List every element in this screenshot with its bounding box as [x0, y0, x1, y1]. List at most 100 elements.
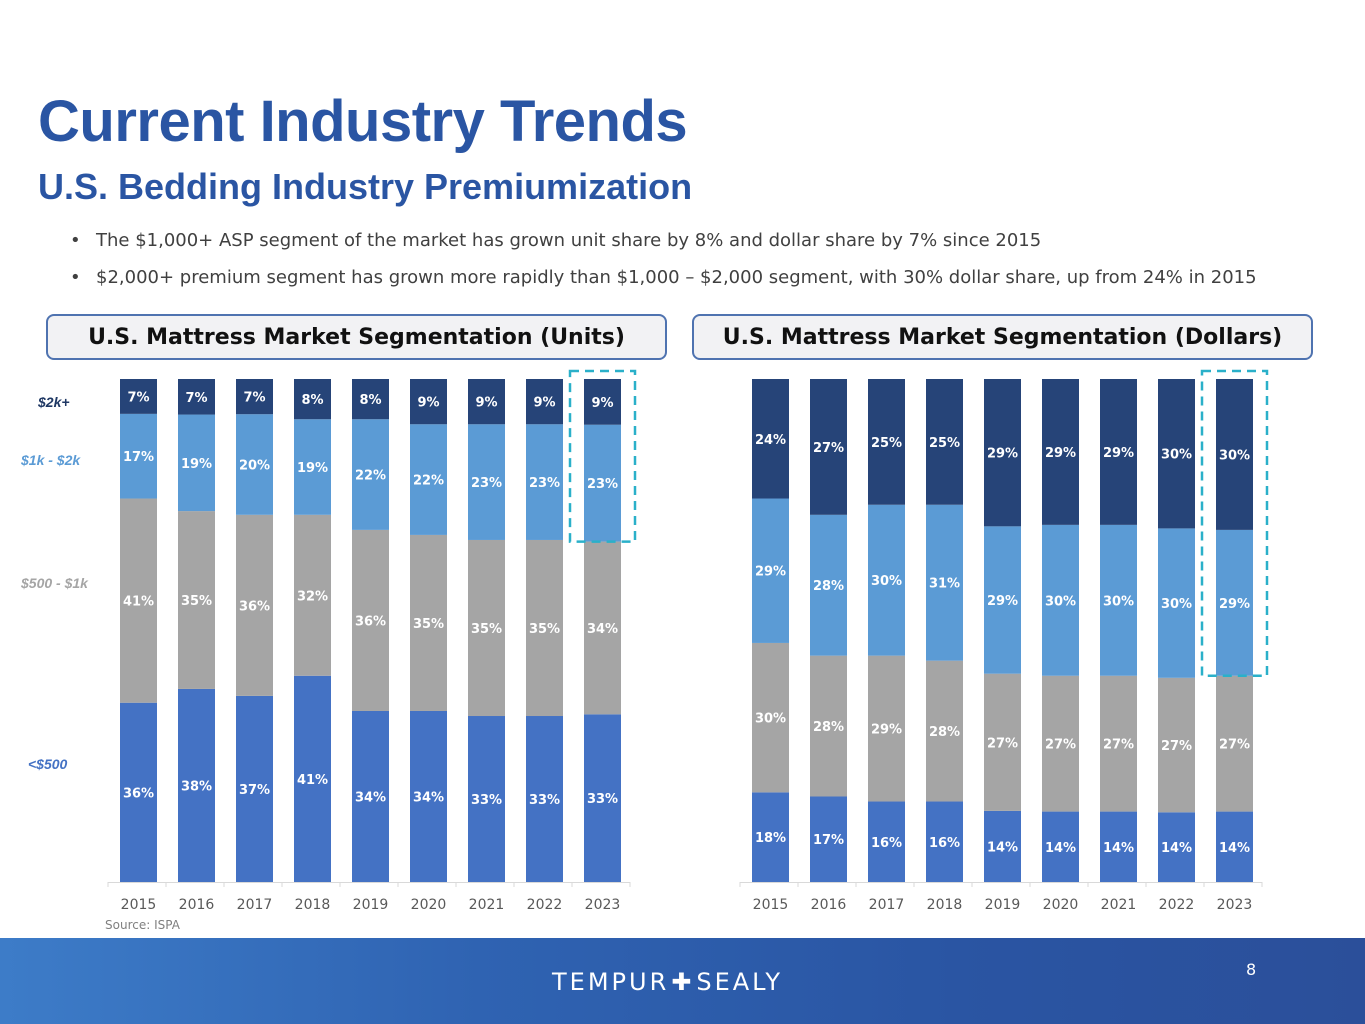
bar-segment--2k--2016 [810, 379, 847, 515]
x-tick-label-2017: 2017 [869, 897, 905, 913]
bar-segment--1k-2k-2019 [352, 419, 389, 530]
bar-segment--2k--2019 [352, 379, 389, 420]
data-label: 22% [413, 474, 444, 489]
bar-segment--1k-2k-2020 [410, 424, 447, 535]
bullet-icon: • [70, 230, 81, 251]
data-label: 41% [297, 773, 328, 788]
x-tick-label-2020: 2020 [411, 897, 447, 913]
data-label: 18% [755, 831, 786, 846]
data-label: 30% [1161, 597, 1192, 612]
bar-segment--500-2016 [810, 796, 847, 882]
x-tick-label-2018: 2018 [927, 897, 963, 913]
x-tick-label-2022: 2022 [1159, 897, 1195, 913]
data-label: 34% [355, 790, 386, 805]
data-label: 27% [1045, 738, 1076, 753]
data-label: 29% [1045, 446, 1076, 461]
data-label: 27% [1103, 738, 1134, 753]
bar-segment--1k-2k-2019 [984, 526, 1021, 674]
bar-segment--1k-2k-2015 [752, 498, 789, 643]
data-label: 27% [987, 736, 1018, 751]
bar-segment--500-1k-2022 [1158, 677, 1195, 813]
bar-segment--500-1k-2016 [178, 511, 215, 689]
bar-segment--500-1k-2023 [1216, 675, 1253, 812]
bullet-list: • The $1,000+ ASP segment of the market h… [70, 222, 1257, 296]
bar-segment--500-1k-2019 [352, 529, 389, 711]
x-tick-label-2021: 2021 [469, 897, 505, 913]
bar-segment--500-1k-2015 [120, 498, 157, 703]
bar-segment--500-2020 [1042, 811, 1079, 882]
data-label: 14% [1103, 841, 1134, 856]
bar-segment--2k--2015 [752, 379, 789, 499]
highlight-box [568, 369, 637, 543]
slide-subtitle: U.S. Bedding Industry Premiumization [38, 166, 693, 207]
data-label: 33% [529, 793, 560, 808]
bar-segment--500-1k-2021 [1100, 675, 1137, 812]
dollars-chart-title: U.S. Mattress Market Segmentation (Dolla… [692, 314, 1313, 360]
company-logo: TEMPUR✚SEALY [552, 968, 783, 996]
units-chart: 36% 41% 17% 7% 2015 38% 35% 19% 7% 2016 37% 36% 20% 7… [107, 369, 637, 913]
bar-segment--500-1k-2018 [926, 660, 963, 802]
data-label: 25% [871, 436, 902, 451]
data-label: 33% [587, 792, 618, 807]
x-tick-label-2019: 2019 [353, 897, 389, 913]
data-label: 22% [355, 469, 386, 484]
bullet-icon: • [70, 267, 81, 288]
x-tick-label-2016: 2016 [179, 897, 215, 913]
data-label: 29% [755, 565, 786, 580]
data-label: 7% [127, 390, 149, 405]
bar-segment--2k--2015 [120, 379, 157, 414]
bar-segment--1k-2k-2015 [120, 413, 157, 499]
data-label: 17% [813, 833, 844, 848]
bar-segment--2k--2022 [526, 379, 563, 425]
bar-segment--500-2021 [468, 716, 505, 882]
data-label: 7% [243, 391, 265, 406]
plus-icon: ✚ [671, 968, 695, 996]
bar-segment--1k-2k-2017 [868, 504, 905, 656]
bar-segment--500-2023 [1216, 811, 1253, 882]
data-label: 19% [181, 457, 212, 472]
data-label: 23% [587, 477, 618, 492]
data-label: 7% [185, 391, 207, 406]
x-tick-label-2015: 2015 [753, 897, 789, 913]
bar-segment--500-2015 [752, 792, 789, 882]
data-label: 27% [1219, 738, 1250, 753]
bullet-item: • $2,000+ premium segment has grown more … [70, 259, 1257, 296]
bar-segment--2k--2018 [294, 379, 331, 420]
data-label: 9% [475, 396, 497, 411]
logo-text-right: SEALY [696, 968, 784, 996]
bar-segment--500-2018 [926, 801, 963, 882]
bar-segment--500-2015 [120, 702, 157, 882]
x-tick-label-2022: 2022 [527, 897, 563, 913]
bar-segment--500-2018 [294, 675, 331, 882]
data-label: 28% [813, 720, 844, 735]
data-label: 8% [301, 393, 323, 408]
data-label: 17% [123, 450, 154, 465]
slide-title: Current Industry Trends [38, 89, 688, 154]
bar-segment--2k--2021 [1100, 379, 1137, 525]
data-label: 25% [929, 436, 960, 451]
highlight-box [1200, 369, 1269, 678]
legend-500-1k: $500 - $1k [21, 575, 88, 591]
data-label: 38% [181, 779, 212, 794]
page-number: 8 [1246, 960, 1257, 979]
bar-segment--500-1k-2023 [584, 541, 621, 715]
data-label: 36% [123, 786, 154, 801]
bar-segment--500-2019 [352, 710, 389, 882]
x-tick-label-2016: 2016 [811, 897, 847, 913]
data-label: 31% [929, 577, 960, 592]
bar-segment--1k-2k-2023 [584, 424, 621, 542]
data-label: 14% [1161, 841, 1192, 856]
bar-segment--2k--2017 [236, 379, 273, 415]
bar-segment--500-1k-2017 [868, 655, 905, 802]
bar-segment--500-1k-2017 [236, 514, 273, 696]
bar-segment--500-1k-2018 [294, 514, 331, 676]
legend-2k-plus: $2k+ [38, 394, 70, 410]
bar-segment--2k--2021 [468, 379, 505, 425]
bar-segment--2k--2023 [584, 379, 621, 425]
bar-segment--500-2022 [1158, 812, 1195, 882]
x-tick-label-2020: 2020 [1043, 897, 1079, 913]
x-tick-label-2018: 2018 [295, 897, 331, 913]
data-label: 23% [471, 476, 502, 491]
bar-segment--1k-2k-2020 [1042, 524, 1079, 676]
data-label: 30% [871, 574, 902, 589]
